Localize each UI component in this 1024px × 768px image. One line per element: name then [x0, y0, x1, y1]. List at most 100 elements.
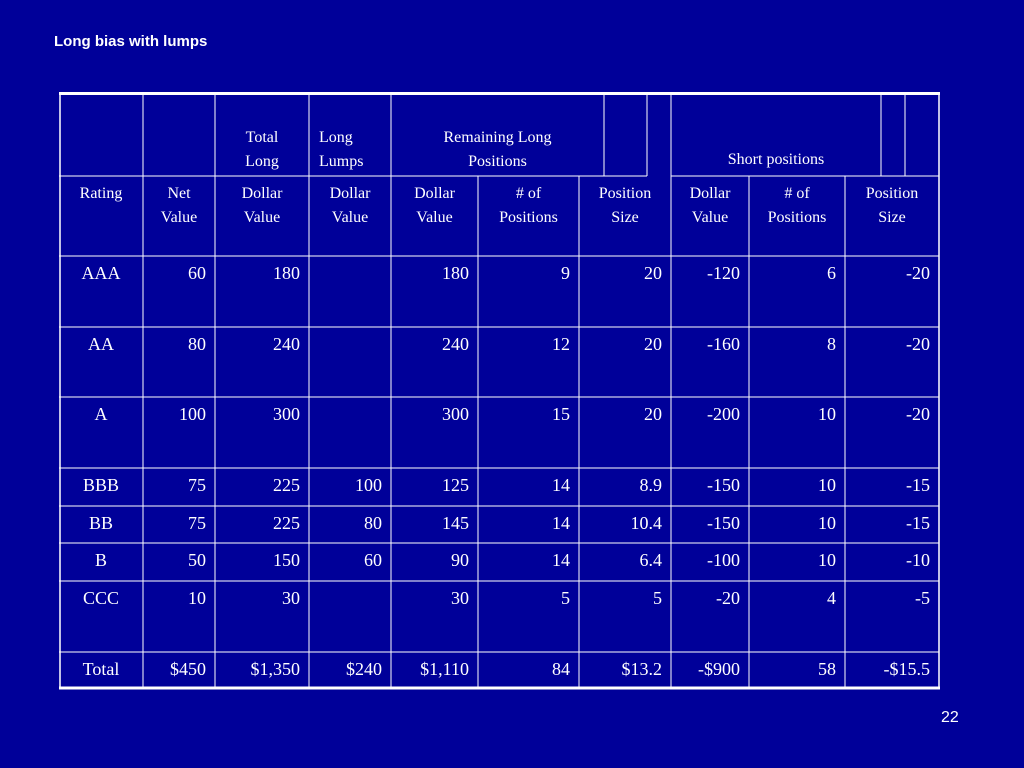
column-header-line: Dollar — [689, 185, 731, 202]
cell-remaining-position-size: 10.4 — [630, 513, 663, 533]
cell-remaining-dollar-value: 240 — [442, 334, 469, 354]
cell-short-position-size: -20 — [906, 263, 930, 283]
column-header-line: # of — [515, 185, 542, 202]
header-remaining-long: Remaining Long Positions — [391, 126, 604, 174]
column-header-short-num-positions: # of Positions — [749, 182, 845, 230]
cell-short-num-positions: 10 — [818, 513, 836, 533]
cell-net-value: $450 — [170, 659, 206, 679]
header-long-lumps-line2: Lumps — [319, 153, 364, 170]
column-header-line: Positions — [499, 209, 558, 226]
cell-short-dollar-value: -150 — [707, 513, 740, 533]
cell-short-dollar-value: -20 — [716, 588, 740, 608]
cell-remaining-num-positions: 12 — [552, 334, 570, 354]
column-header-line: Dollar — [414, 185, 455, 202]
column-header-line: Value — [331, 209, 369, 226]
cell-lumps-dollar-value: $240 — [346, 659, 382, 679]
cell-total-dollar-value: 30 — [282, 588, 300, 608]
cell-net-value: 75 — [188, 475, 206, 495]
cell-short-num-positions: 4 — [827, 588, 836, 608]
cell-short-num-positions: 58 — [818, 659, 836, 679]
cell-short-dollar-value: -100 — [707, 550, 740, 570]
column-header-remaining-dollar-value: Dollar Value — [391, 182, 478, 230]
cell-net-value: 80 — [188, 334, 206, 354]
cell-remaining-dollar-value: $1,110 — [420, 659, 469, 679]
column-header-line: Size — [611, 209, 639, 226]
cell-short-dollar-value: -$900 — [698, 659, 740, 679]
cell-total-dollar-value: 225 — [273, 475, 300, 495]
page-number: 22 — [941, 709, 959, 726]
cell-short-num-positions: 6 — [827, 263, 836, 283]
cell-rating: A — [94, 404, 108, 424]
cell-remaining-position-size: 5 — [653, 588, 662, 608]
column-header-short-dollar-value: Dollar Value — [671, 182, 749, 230]
column-header-lumps-dollar-value: Dollar Value — [309, 182, 391, 230]
cell-short-dollar-value: -160 — [707, 334, 740, 354]
column-header-line: Dollar — [329, 185, 371, 202]
cell-total-dollar-value: 240 — [273, 334, 300, 354]
slide-title: Long bias with lumps — [54, 33, 208, 50]
cell-remaining-position-size: 20 — [644, 263, 662, 283]
cell-net-value: 75 — [188, 513, 206, 533]
column-header-line: Positions — [767, 209, 827, 226]
cell-short-position-size: -15 — [906, 475, 930, 495]
column-header-line: Net — [167, 185, 191, 202]
column-header-net-value: Net Value — [143, 182, 215, 230]
cell-short-position-size: -20 — [906, 404, 930, 424]
cell-remaining-num-positions: 14 — [552, 513, 570, 533]
cell-rating: AAA — [81, 263, 121, 283]
cell-lumps-dollar-value: 80 — [364, 513, 382, 533]
column-header-line: Position — [865, 185, 919, 202]
cell-rating: Total — [82, 659, 120, 679]
cell-rating: B — [94, 550, 107, 570]
header-remaining-long-line1: Remaining Long — [443, 129, 552, 146]
column-header-remaining-position-size: Position Size — [579, 182, 671, 230]
column-header-line: Value — [243, 209, 281, 226]
cell-remaining-position-size: 8.9 — [639, 475, 663, 495]
cell-short-dollar-value: -200 — [707, 404, 740, 424]
column-header-line: Size — [878, 209, 906, 226]
cell-remaining-num-positions: 84 — [552, 659, 570, 679]
cell-short-position-size: -10 — [906, 550, 930, 570]
column-header-rating: Rating — [59, 182, 143, 206]
cell-remaining-num-positions: 14 — [552, 550, 570, 570]
cell-short-num-positions: 10 — [818, 550, 836, 570]
cell-remaining-dollar-value: 30 — [451, 588, 469, 608]
cell-total-dollar-value: 225 — [273, 513, 300, 533]
column-header-short-position-size: Position Size — [845, 182, 939, 230]
column-header-line: Value — [160, 209, 198, 226]
cell-net-value: 10 — [188, 588, 206, 608]
cell-remaining-position-size: 20 — [644, 334, 662, 354]
cell-rating: BBB — [82, 475, 120, 495]
cell-net-value: 50 — [188, 550, 206, 570]
header-total-long-line1: Total — [245, 129, 279, 146]
cell-rating: AA — [88, 334, 114, 354]
cell-remaining-dollar-value: 300 — [442, 404, 469, 424]
cell-short-position-size: -$15.5 — [883, 659, 931, 679]
cell-rating: CCC — [82, 588, 120, 608]
cell-remaining-num-positions: 9 — [561, 263, 570, 283]
cell-short-dollar-value: -150 — [707, 475, 740, 495]
cell-short-position-size: -15 — [906, 513, 930, 533]
cell-net-value: 60 — [188, 263, 206, 283]
column-header-remaining-num-positions: # of Positions — [478, 182, 579, 230]
cell-short-position-size: -20 — [906, 334, 930, 354]
column-header-line: Position — [598, 185, 652, 202]
table-grid — [59, 92, 940, 690]
cell-short-num-positions: 8 — [827, 334, 836, 354]
cell-remaining-dollar-value: 125 — [442, 475, 469, 495]
column-header-line: Dollar — [241, 185, 283, 202]
cell-lumps-dollar-value: 100 — [355, 475, 382, 495]
cell-short-dollar-value: -120 — [707, 263, 740, 283]
column-header-line: Rating — [79, 185, 123, 202]
cell-total-dollar-value: 150 — [273, 550, 300, 570]
header-short-positions: Short positions — [727, 151, 825, 168]
cell-short-num-positions: 10 — [818, 404, 836, 424]
cell-remaining-num-positions: 14 — [552, 475, 570, 495]
column-header-line: # of — [784, 185, 810, 202]
cell-rating: BB — [88, 513, 113, 533]
column-header-line: Value — [416, 209, 453, 226]
cell-short-num-positions: 10 — [818, 475, 836, 495]
header-long-lumps: Long Lumps — [319, 126, 391, 174]
cell-net-value: 100 — [179, 404, 206, 424]
header-total-long: Total Long — [215, 126, 309, 174]
